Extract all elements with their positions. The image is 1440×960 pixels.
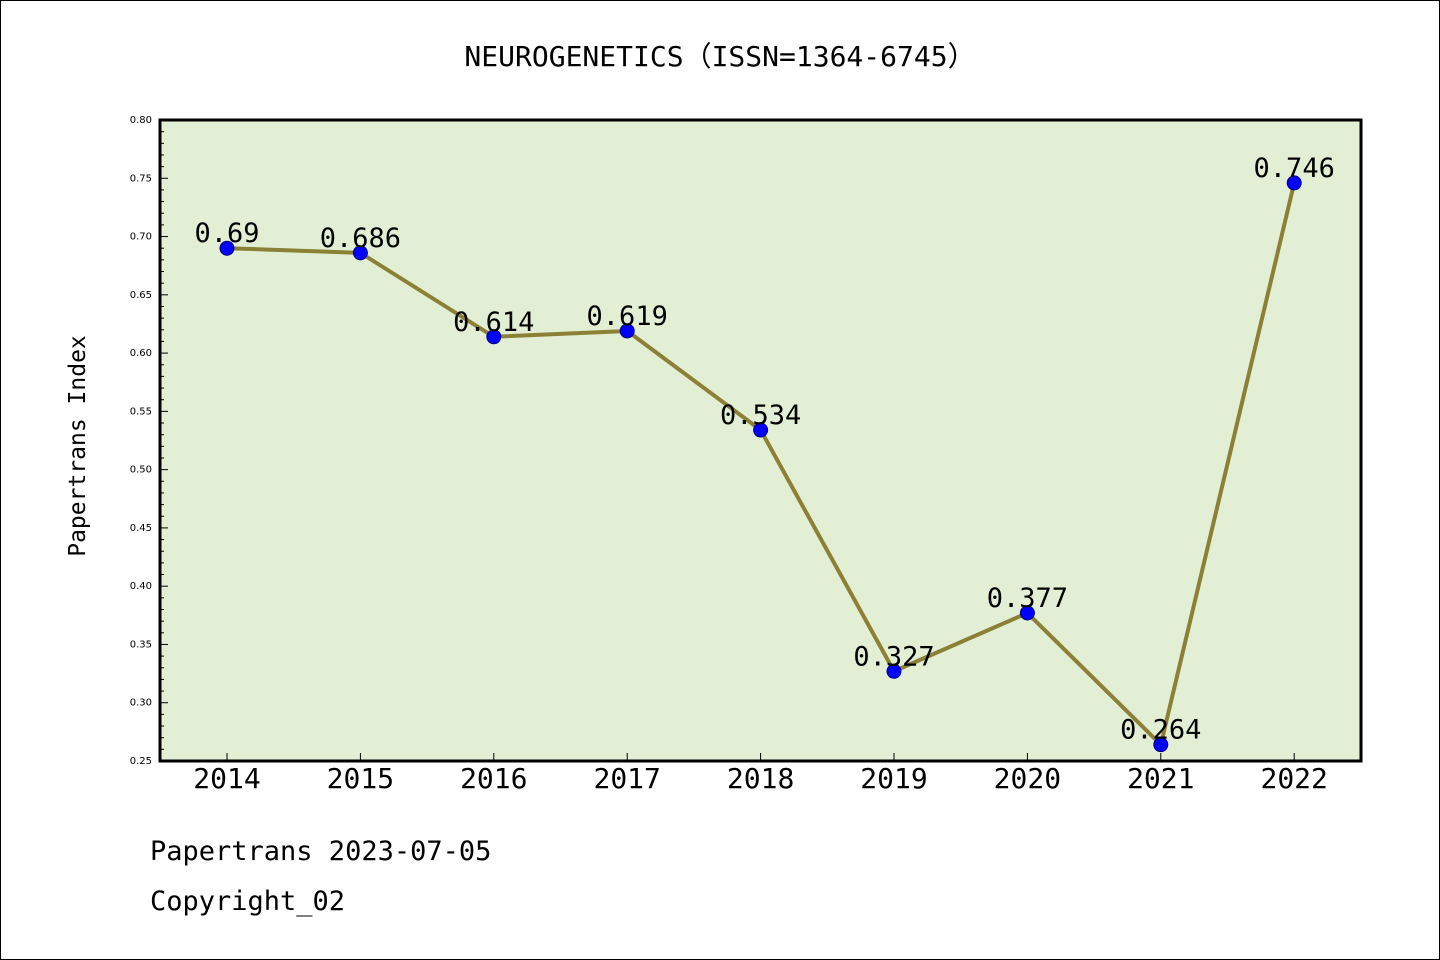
- y-axis-label: Papertrans Index: [65, 335, 91, 557]
- data-value-label: 0.377: [987, 583, 1068, 614]
- y-tick-label: 0.45: [130, 523, 152, 534]
- data-value-label: 0.686: [320, 223, 401, 254]
- data-value-label: 0.746: [1254, 153, 1335, 184]
- data-value-label: 0.327: [853, 641, 934, 672]
- data-point-marker: [352, 245, 368, 261]
- y-tick-label: 0.75: [130, 173, 152, 184]
- data-value-label: 0.69: [194, 218, 259, 249]
- x-axis-ticks: 2014 2015 2016 2017 2018 2019 2020 2021 2022: [193, 753, 1328, 795]
- x-tick-label: 2022: [1260, 762, 1327, 795]
- data-point-marker: [1286, 175, 1302, 191]
- x-tick-label: 2018: [727, 762, 794, 795]
- markers-layer: [219, 175, 1302, 753]
- data-point-marker: [753, 422, 769, 438]
- y-tick-label: 0.80: [130, 115, 152, 126]
- footer-date-text: Papertrans 2023-07-05: [150, 836, 492, 867]
- y-tick-label: 0.50: [130, 465, 152, 476]
- x-tick-label: 2021: [1127, 762, 1194, 795]
- x-tick-label: 2014: [193, 762, 260, 795]
- x-tick-label: 2020: [994, 762, 1061, 795]
- footer-copyright-text: Copyright_02: [150, 886, 346, 917]
- y-axis-ticks: 0.25 0.30 0.35 0.40 0.45 0.50 0.55 0.60 0.65 0.70…: [130, 115, 168, 767]
- y-tick-label: 0.60: [130, 348, 152, 359]
- data-value-label: 0.534: [720, 400, 801, 431]
- data-labels-layer: 0.69 0.686 0.614 0.619 0.534 0.327 0.377 0.264 0…: [194, 153, 1334, 746]
- data-point-marker: [619, 323, 635, 339]
- y-tick-label: 0.65: [130, 290, 152, 301]
- y-tick-label: 0.25: [130, 756, 152, 767]
- data-point-marker: [1019, 605, 1035, 621]
- x-tick-label: 2019: [860, 762, 927, 795]
- y-tick-label: 0.35: [130, 639, 152, 650]
- y-tick-label: 0.55: [130, 406, 152, 417]
- data-value-label: 0.264: [1120, 715, 1201, 746]
- x-tick-label: 2015: [327, 762, 394, 795]
- x-tick-label: 2016: [460, 762, 527, 795]
- chart-title: NEUROGENETICS（ISSN=1364-6745）: [464, 40, 975, 73]
- data-point-marker: [1153, 737, 1169, 753]
- data-point-marker: [486, 329, 502, 345]
- y-tick-label: 0.30: [130, 698, 152, 709]
- data-value-label: 0.619: [587, 301, 668, 332]
- data-point-marker: [886, 663, 902, 679]
- y-tick-label: 0.40: [130, 581, 152, 592]
- plot-area: [158, 118, 1363, 763]
- x-tick-label: 2017: [593, 762, 660, 795]
- data-value-label: 0.614: [453, 307, 534, 338]
- y-tick-label: 0.70: [130, 232, 152, 243]
- data-point-marker: [219, 240, 235, 256]
